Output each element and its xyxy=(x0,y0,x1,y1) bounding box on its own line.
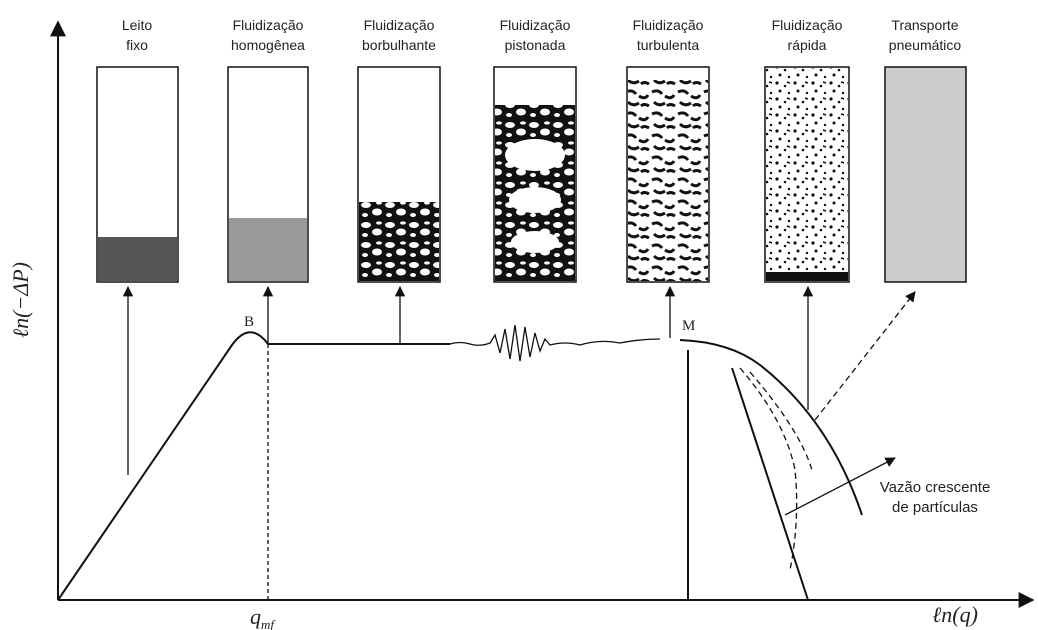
point-b: B xyxy=(244,314,254,330)
pressure-curve xyxy=(57,324,863,601)
regime-label: Fluidização xyxy=(364,17,435,33)
slug xyxy=(511,231,559,253)
slug xyxy=(505,139,565,171)
regime-label: fixo xyxy=(126,37,148,53)
qmf-sub: mf xyxy=(261,617,276,630)
columns xyxy=(96,66,967,283)
bed xyxy=(766,272,848,281)
dashed-curve xyxy=(749,371,813,471)
arrows xyxy=(122,285,916,516)
regime-label: Fluidização xyxy=(500,17,571,33)
arrow xyxy=(814,291,916,421)
regime-label: Leito xyxy=(122,17,153,33)
regime-label: Fluidização xyxy=(633,17,704,33)
regime-label: turbulenta xyxy=(637,37,699,53)
regime-label: Fluidização xyxy=(233,17,304,33)
bed xyxy=(229,218,307,281)
arrow xyxy=(784,457,896,516)
y-axis-label: ℓn(−ΔP) xyxy=(8,262,33,338)
x-axis-label: ℓn(q) xyxy=(932,602,978,627)
regime-label: borbulhante xyxy=(362,37,436,53)
curve-segment xyxy=(679,339,863,516)
qmf-label: qmf xyxy=(250,604,276,630)
regime-label: homogênea xyxy=(231,37,305,53)
regime-labels: Leito fixo Fluidização homogênea Fluidiz… xyxy=(122,17,962,53)
qmf-base: q xyxy=(250,604,261,629)
curve-segment xyxy=(731,367,809,601)
point-m: M xyxy=(682,318,695,334)
bed xyxy=(359,202,439,281)
regime-label: Fluidização xyxy=(772,17,843,33)
column xyxy=(884,66,967,283)
regime-label: Transporte xyxy=(891,17,958,33)
bed xyxy=(98,237,177,281)
bed xyxy=(766,68,848,281)
regime-label: pneumático xyxy=(889,37,962,53)
slug xyxy=(509,187,561,213)
annotation: de partículas xyxy=(892,499,978,516)
regime-label: pistonada xyxy=(505,37,566,53)
curve-oscillation xyxy=(449,324,661,362)
annotation: Vazão crescente xyxy=(880,479,991,496)
curve-segment xyxy=(57,331,450,601)
bed xyxy=(628,80,708,281)
regime-label: rápida xyxy=(788,37,827,53)
